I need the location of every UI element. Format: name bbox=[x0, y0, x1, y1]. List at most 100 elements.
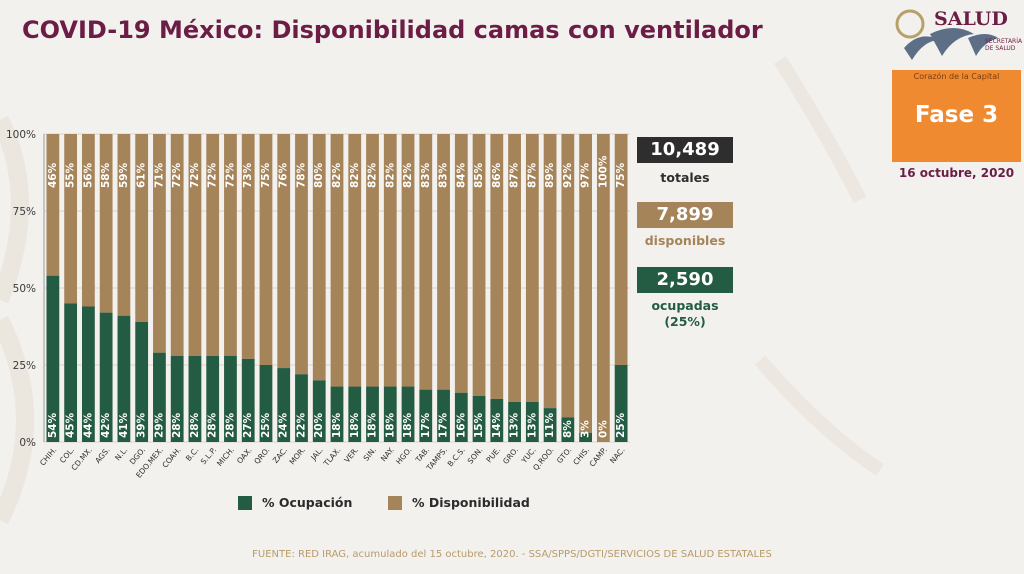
occupancy-value-label: 28% bbox=[171, 412, 183, 438]
bar-occupancy bbox=[153, 352, 166, 442]
occupancy-value-label: 29% bbox=[153, 412, 165, 438]
availability-value-label: 83% bbox=[438, 162, 450, 188]
occupancy-value-label: 42% bbox=[100, 412, 112, 438]
availability-value-label: 82% bbox=[349, 162, 361, 188]
x-tick-label: NAC. bbox=[608, 446, 627, 466]
availability-value-label: 58% bbox=[100, 162, 112, 188]
x-tick-label: SIN. bbox=[362, 446, 379, 463]
occupancy-value-label: 13% bbox=[509, 412, 521, 438]
bar-occupancy bbox=[82, 306, 95, 442]
occupancy-value-label: 28% bbox=[189, 412, 201, 438]
bar-occupancy bbox=[224, 355, 237, 442]
bar-occupancy bbox=[579, 432, 592, 442]
bar-availability bbox=[241, 134, 255, 359]
bar-availability bbox=[330, 134, 344, 387]
y-tick-label: 50% bbox=[13, 283, 36, 295]
availability-value-label: 72% bbox=[224, 162, 236, 188]
occupancy-value-label: 22% bbox=[295, 412, 307, 438]
bar-occupancy bbox=[348, 386, 362, 442]
bar-availability bbox=[188, 134, 202, 356]
bar-occupancy bbox=[277, 368, 291, 442]
bar-availability bbox=[437, 134, 450, 390]
availability-value-label: 73% bbox=[242, 162, 254, 188]
bar-occupancy bbox=[401, 386, 415, 442]
occupancy-value-label: 54% bbox=[47, 412, 59, 438]
page-title: COVID-19 México: Disponibilidad camas co… bbox=[22, 16, 763, 44]
occupancy-value-label: 14% bbox=[491, 412, 503, 438]
occupancy-value-label: 27% bbox=[242, 412, 254, 438]
occupancy-value-label: 25% bbox=[615, 412, 627, 438]
logo-word: SALUD bbox=[934, 8, 1008, 30]
occupancy-value-label: 16% bbox=[455, 412, 467, 438]
bar-occupancy bbox=[312, 380, 326, 442]
bar-availability bbox=[99, 134, 113, 313]
value-labels: 54% 46% 45% 55% 44% 56% 42% 58% 41% 59% 39% 61% 29% 7… bbox=[47, 155, 627, 438]
bar-availability bbox=[525, 134, 539, 402]
bar-availability bbox=[614, 134, 628, 365]
occupancy-value-label: 3% bbox=[580, 420, 592, 438]
availability-value-label: 56% bbox=[82, 162, 94, 188]
availability-value-label: 75% bbox=[260, 162, 272, 188]
bar-availability bbox=[348, 134, 362, 387]
occupancy-value-label: 28% bbox=[224, 412, 236, 438]
availability-value-label: 75% bbox=[615, 162, 627, 188]
x-tick-label: AGS. bbox=[93, 446, 111, 466]
x-tick-label: HGO. bbox=[394, 446, 413, 467]
occupancy-value-label: 15% bbox=[473, 412, 485, 438]
occupancy-value-label: 25% bbox=[260, 412, 272, 438]
bar-occupancy bbox=[614, 365, 628, 442]
availability-value-label: 78% bbox=[295, 162, 307, 188]
y-tick-label: 25% bbox=[13, 360, 36, 372]
occupancy-value-label: 45% bbox=[65, 412, 77, 438]
phase-subtitle: Corazón de la Capital bbox=[913, 72, 1000, 81]
occupancy-value-label: 44% bbox=[82, 412, 94, 438]
bar-occupancy bbox=[117, 315, 131, 442]
bar-availability bbox=[312, 134, 326, 381]
bar-occupancy bbox=[170, 355, 184, 442]
bar-occupancy bbox=[259, 365, 273, 442]
bar-availability bbox=[170, 134, 184, 356]
bars-group bbox=[46, 134, 628, 442]
occupancy-value-label: 17% bbox=[438, 412, 450, 438]
bar-occupancy bbox=[366, 386, 379, 442]
availability-value-label: 82% bbox=[331, 162, 343, 188]
bar-occupancy bbox=[383, 386, 397, 442]
occupancy-value-label: 18% bbox=[331, 412, 343, 438]
occupied-beds-caption: ocupadas bbox=[651, 298, 719, 313]
x-tick-label: QRO. bbox=[252, 446, 271, 466]
bar-occupancy bbox=[525, 401, 539, 442]
availability-value-label: 87% bbox=[509, 162, 521, 188]
bar-availability bbox=[206, 134, 220, 356]
bar-occupancy bbox=[508, 401, 521, 442]
bar-availability bbox=[277, 134, 291, 369]
bar-occupancy bbox=[472, 395, 486, 442]
availability-value-label: 84% bbox=[455, 162, 467, 188]
availability-value-label: 55% bbox=[65, 162, 77, 188]
legend-swatch-occupancy bbox=[238, 496, 252, 510]
availability-value-label: 85% bbox=[473, 162, 485, 188]
bar-availability bbox=[153, 134, 166, 353]
bar-availability bbox=[224, 134, 237, 356]
y-tick-label: 100% bbox=[6, 129, 36, 141]
availability-value-label: 72% bbox=[189, 162, 201, 188]
occupancy-value-label: 41% bbox=[118, 412, 130, 438]
x-tick-label: COAH. bbox=[160, 446, 182, 470]
bar-availability bbox=[401, 134, 415, 387]
availability-value-label: 97% bbox=[580, 162, 592, 188]
bar-availability bbox=[454, 134, 468, 393]
legend-label-availability: % Disponibilidad bbox=[412, 495, 530, 510]
availability-value-label: 83% bbox=[420, 162, 432, 188]
bar-occupancy bbox=[330, 386, 344, 442]
x-axis-labels: CHIH. COL.CD.MX. AGS. N.L.DGO.EDO.MEX.COAH.… bbox=[38, 446, 627, 480]
bar-availability bbox=[490, 134, 504, 399]
bar-availability bbox=[419, 134, 433, 390]
occupancy-value-label: 28% bbox=[207, 412, 219, 438]
availability-value-label: 46% bbox=[47, 162, 59, 188]
availability-value-label: 59% bbox=[118, 162, 130, 188]
bar-availability bbox=[561, 134, 575, 418]
bar-availability bbox=[82, 134, 95, 307]
x-tick-label: OAX. bbox=[235, 446, 254, 466]
x-tick-label: PUE. bbox=[484, 446, 502, 465]
x-tick-label: CAMP. bbox=[587, 446, 608, 469]
bar-availability bbox=[64, 134, 78, 304]
